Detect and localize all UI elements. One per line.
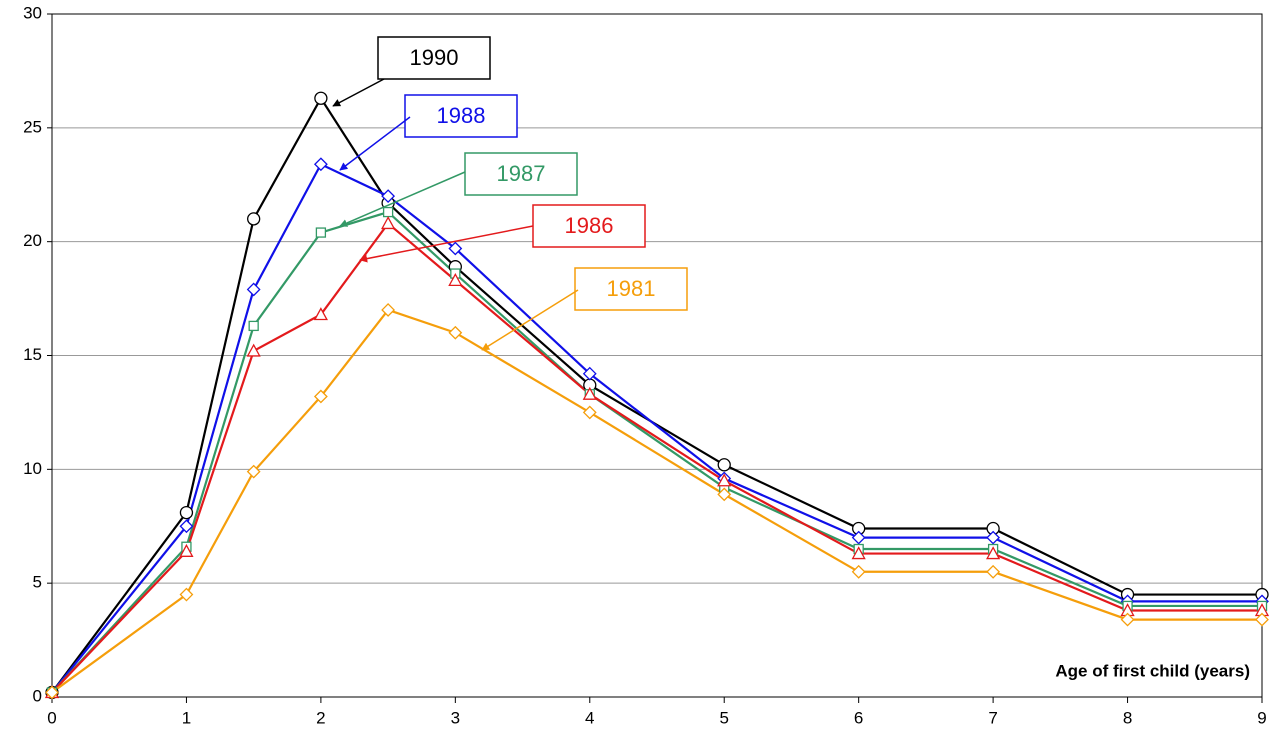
marker	[717, 458, 731, 472]
marker	[448, 325, 463, 340]
marker	[313, 389, 328, 404]
marker	[1255, 612, 1269, 627]
x-tick-label: 0	[47, 708, 56, 727]
series-line	[51, 96, 1262, 694]
marker	[246, 282, 261, 297]
series-line	[51, 221, 1262, 694]
marker	[717, 473, 732, 487]
marker	[582, 405, 597, 420]
label-arrow	[359, 225, 534, 263]
marker	[314, 91, 328, 105]
x-tick-label: 6	[854, 708, 863, 727]
marker	[179, 543, 194, 557]
label-box	[404, 94, 518, 138]
series-label: 1986	[565, 213, 614, 238]
series-line	[51, 162, 1262, 694]
marker	[851, 564, 866, 579]
marker	[382, 206, 394, 218]
marker	[381, 303, 396, 317]
label-box	[532, 204, 646, 248]
y-tick-label: 5	[33, 573, 42, 592]
label-arrow	[339, 171, 466, 227]
marker	[45, 685, 59, 700]
y-tick-label: 15	[23, 345, 42, 364]
marker	[448, 241, 463, 256]
marker	[313, 307, 328, 321]
marker	[986, 530, 1001, 545]
series-label: 1981	[607, 276, 656, 301]
label-box	[377, 36, 491, 80]
x-tick-label: 4	[585, 708, 594, 727]
marker	[179, 587, 194, 602]
series-label: 1990	[410, 45, 459, 70]
y-tick-label: 30	[23, 3, 42, 22]
marker	[179, 505, 194, 520]
marker	[179, 519, 194, 534]
marker	[851, 546, 866, 560]
y-tick-label: 25	[23, 117, 42, 136]
x-axis-title: Age of first child (years)	[1055, 661, 1250, 680]
series-line	[51, 308, 1262, 694]
series-line	[51, 210, 1262, 694]
x-tick-label: 5	[719, 708, 728, 727]
label-arrow	[481, 289, 579, 351]
marker	[313, 157, 328, 172]
x-tick-label: 1	[182, 708, 191, 727]
marker	[247, 212, 261, 226]
marker	[851, 530, 866, 545]
x-tick-label: 8	[1123, 708, 1132, 727]
marker	[582, 386, 597, 400]
x-tick-label: 3	[451, 708, 460, 727]
marker	[448, 273, 463, 287]
marker	[582, 366, 597, 381]
label-arrow	[332, 78, 385, 107]
y-tick-label: 20	[23, 231, 42, 250]
grid	[52, 13, 1262, 698]
marker	[315, 227, 327, 238]
marker	[986, 546, 1001, 560]
x-tick-label: 7	[988, 708, 997, 727]
label-arrow	[339, 116, 411, 171]
marker	[986, 564, 1001, 579]
marker	[717, 487, 732, 502]
label-box	[574, 267, 688, 311]
marker	[1120, 612, 1135, 627]
x-tick-label: 9	[1257, 708, 1266, 727]
y-tick-label: 10	[23, 459, 42, 478]
marker	[381, 216, 396, 230]
y-tick-label: 0	[33, 686, 42, 705]
x-tick-label: 2	[316, 708, 325, 727]
marker	[248, 320, 259, 332]
marker	[246, 464, 261, 479]
marker	[381, 189, 396, 204]
series-label: 1987	[497, 161, 546, 186]
label-box	[464, 152, 578, 196]
series-label: 1988	[437, 103, 486, 128]
marker	[246, 343, 261, 357]
